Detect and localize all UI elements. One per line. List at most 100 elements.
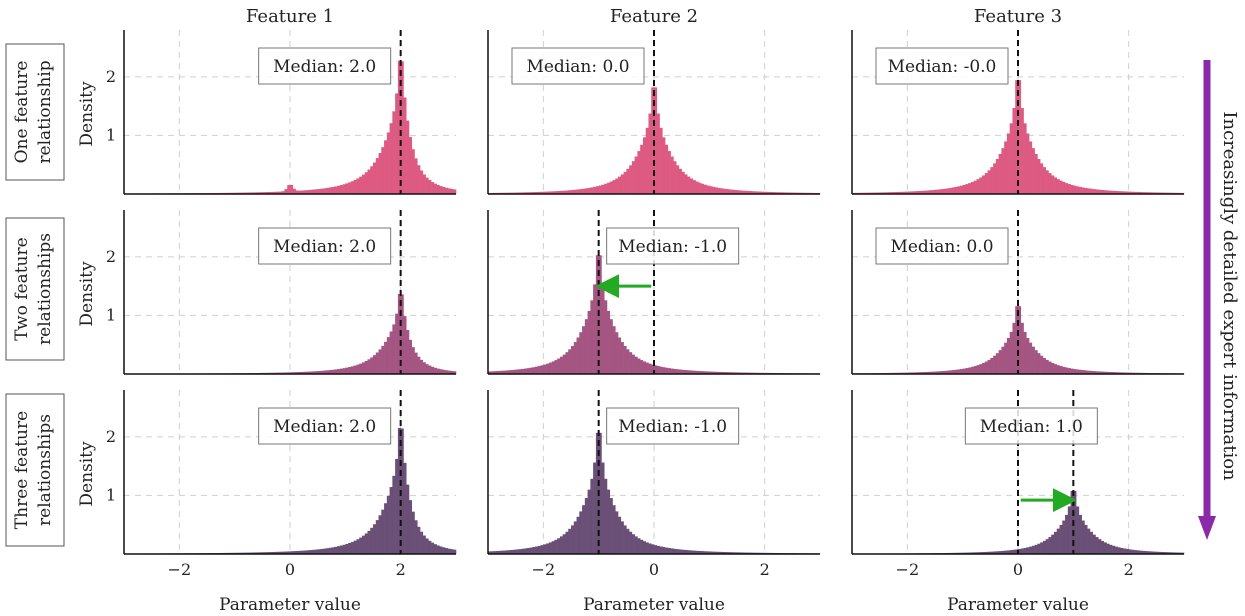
histogram-bar [1131, 191, 1135, 194]
histogram-bar [1062, 366, 1066, 374]
histogram-bar [584, 498, 588, 554]
histogram-bar [728, 552, 732, 554]
histogram-bar [731, 552, 735, 554]
histogram-bar [703, 371, 707, 374]
histogram-bar [314, 549, 318, 554]
histogram-bar [1148, 551, 1152, 554]
histogram-bar [1114, 546, 1118, 554]
histogram-bar [395, 313, 399, 374]
histogram-bar [1156, 551, 1160, 554]
histogram-bar [453, 189, 457, 194]
histogram-bar [512, 549, 516, 554]
histogram-bar [397, 294, 401, 374]
histogram-bar [501, 370, 505, 374]
histogram-bar [373, 355, 377, 374]
histogram-bar [648, 363, 652, 374]
histogram-bar [386, 495, 390, 554]
histogram-bar [490, 371, 494, 374]
histogram-bar [442, 547, 446, 554]
histogram-bar [1128, 191, 1132, 194]
histogram-bar [689, 178, 694, 194]
histogram-bar [959, 185, 963, 194]
histogram-bar [935, 371, 939, 374]
histogram-bar [384, 503, 388, 554]
row-label-line-2: relationship [35, 60, 55, 163]
histogram-bar [339, 545, 343, 554]
histogram-bar [673, 548, 677, 554]
histogram-bar [259, 552, 263, 554]
histogram-bar [593, 284, 597, 374]
histogram-bar [364, 360, 368, 374]
histogram-bar [1042, 540, 1046, 554]
histogram-bar [450, 188, 454, 194]
histogram-bar [645, 542, 649, 554]
histogram-bar [397, 60, 401, 194]
histogram-bar [701, 371, 705, 374]
histogram-bar [361, 535, 365, 554]
histogram-bar [565, 531, 569, 554]
histogram-bar [353, 179, 357, 194]
histogram-bar [1073, 369, 1077, 374]
histogram-bar [1159, 551, 1163, 554]
histogram-bar [587, 310, 591, 374]
histogram-bar [350, 181, 354, 194]
histogram-bar [756, 191, 760, 194]
histogram-bar [714, 551, 718, 554]
histogram-bar [328, 187, 332, 194]
histogram-bar [359, 176, 363, 194]
histogram-bar [965, 184, 969, 194]
histogram-bar [629, 165, 633, 194]
histogram-bar [918, 372, 922, 374]
median-label-box [258, 47, 392, 85]
row-label-line-2: relationships [35, 233, 55, 345]
histogram-bar [573, 189, 577, 194]
histogram-bar [537, 366, 541, 374]
histogram-bar [1001, 550, 1005, 554]
histogram-bar [450, 370, 454, 374]
histogram-bar [626, 349, 630, 374]
histogram-bar [1034, 350, 1038, 374]
histogram-bar [306, 371, 310, 374]
histogram-bar [739, 372, 743, 374]
median-label-text: Median: 0.0 [526, 57, 629, 77]
histogram-bar [386, 337, 390, 374]
histogram-bar [645, 362, 649, 374]
histogram-bar [265, 192, 269, 194]
histogram-bar [1098, 189, 1102, 194]
histogram-bar [342, 544, 346, 554]
histogram-bar [408, 339, 413, 374]
histogram-bar [728, 189, 732, 194]
histogram-bar [571, 189, 575, 194]
histogram-bar [348, 367, 352, 374]
histogram-bar [673, 368, 677, 374]
histogram-bar [631, 354, 635, 374]
histogram-bar [926, 190, 930, 194]
histogram-bar [535, 192, 539, 194]
histogram-bar [984, 551, 988, 554]
histogram-bar [337, 546, 341, 554]
histogram-bar [576, 516, 580, 554]
x-tick-label: 2 [396, 560, 406, 579]
histogram-bar [1101, 189, 1105, 194]
histogram-bar [406, 329, 410, 374]
histogram-bar [954, 369, 958, 374]
histogram-bar [1117, 372, 1121, 374]
histogram-bar [499, 550, 503, 554]
histogram-bar [1114, 190, 1118, 194]
histogram-bar [593, 462, 597, 554]
histogram-bar [929, 371, 933, 374]
histogram-bar [654, 545, 658, 554]
histogram-bar [403, 462, 407, 554]
median-label-text: Median: -1.0 [618, 237, 727, 257]
histogram-bar [375, 520, 379, 554]
histogram-bar [270, 191, 274, 194]
histogram-bar [1053, 531, 1058, 554]
histogram-bar [312, 371, 316, 374]
histogram-bar [593, 186, 597, 194]
histogram-bar [428, 365, 432, 374]
histogram-bar [778, 192, 782, 194]
histogram-bar [1120, 372, 1124, 374]
histogram-bar [325, 187, 330, 194]
histogram-bar [1123, 548, 1127, 554]
histogram-bar [403, 316, 407, 374]
